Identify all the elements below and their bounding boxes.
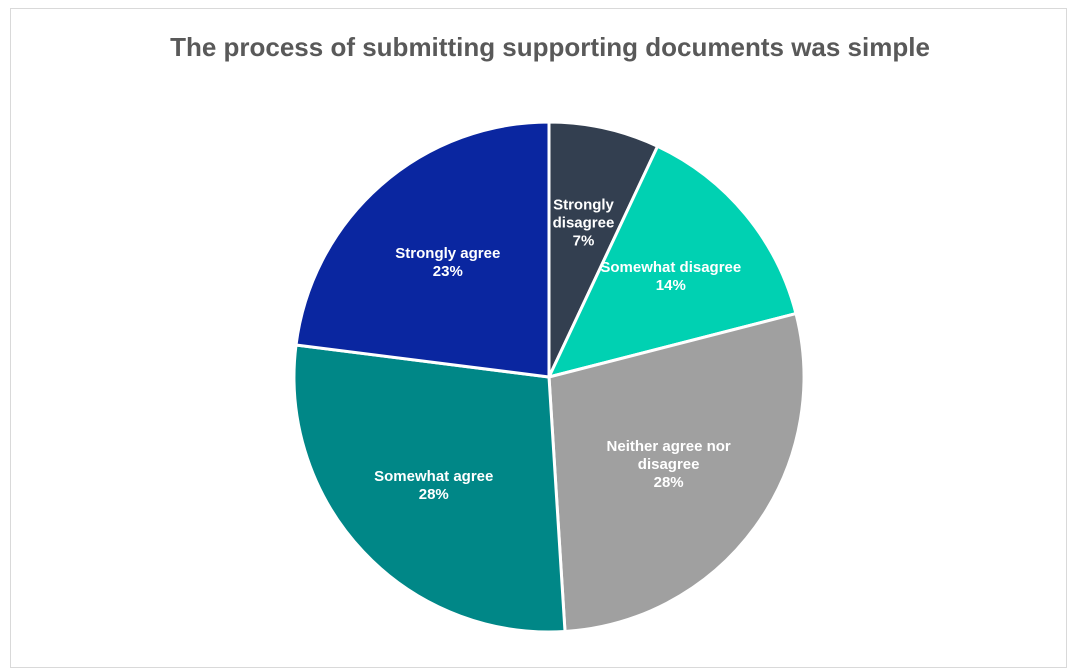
pie-labels: Strongly disagree 7%Somewhat disagree 14%Ne… <box>374 197 741 504</box>
pie-slice-neither-agree-nor-disagree <box>547 312 806 633</box>
pie-category-label: disagree <box>638 456 700 473</box>
pie-slices <box>292 120 806 634</box>
pie-slice-strongly-disagree <box>547 120 660 379</box>
pie-label-neither-agree-nor-disagree: Neither agree nor disagree 28% <box>607 438 731 491</box>
pie-category-label: Somewhat disagree <box>600 259 741 276</box>
chart-title: The process of submitting supporting doc… <box>170 32 930 62</box>
pie-slice-somewhat-disagree <box>547 144 798 379</box>
pie-slice-somewhat-agree <box>292 343 567 634</box>
pie-label-strongly-disagree: Strongly disagree 7% <box>553 197 615 250</box>
pie-label-somewhat-agree: Somewhat agree 28% <box>374 468 493 503</box>
pie-category-label: Strongly agree <box>395 245 500 262</box>
pie-slice-strongly-agree <box>294 120 551 379</box>
pie-category-label: Somewhat agree <box>374 468 493 485</box>
pie-value-label: 14% <box>656 277 686 294</box>
pie-category-label: Strongly <box>553 197 614 214</box>
pie-label-somewhat-disagree: Somewhat disagree 14% <box>600 259 741 294</box>
pie-value-label: 28% <box>654 474 684 491</box>
pie-label-strongly-agree: Strongly agree 23% <box>395 245 500 280</box>
pie-category-label: Neither agree nor <box>607 438 731 455</box>
pie-value-label: 28% <box>419 486 449 503</box>
pie-value-label: 7% <box>573 233 595 250</box>
pie-category-label: disagree <box>553 215 615 232</box>
pie-value-label: 23% <box>433 263 463 280</box>
